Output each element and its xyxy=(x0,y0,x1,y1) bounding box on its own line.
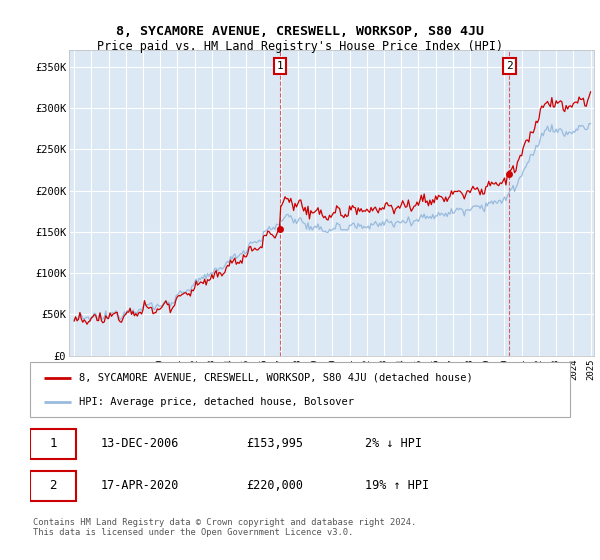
Text: £220,000: £220,000 xyxy=(246,479,303,492)
Text: 2: 2 xyxy=(49,479,57,492)
Text: 2% ↓ HPI: 2% ↓ HPI xyxy=(365,437,422,450)
Text: 1: 1 xyxy=(49,437,57,450)
FancyBboxPatch shape xyxy=(30,471,76,501)
Text: 17-APR-2020: 17-APR-2020 xyxy=(100,479,179,492)
FancyBboxPatch shape xyxy=(30,429,76,459)
Text: 2: 2 xyxy=(506,61,513,71)
Text: 8, SYCAMORE AVENUE, CRESWELL, WORKSOP, S80 4JU (detached house): 8, SYCAMORE AVENUE, CRESWELL, WORKSOP, S… xyxy=(79,373,472,382)
Text: 8, SYCAMORE AVENUE, CRESWELL, WORKSOP, S80 4JU: 8, SYCAMORE AVENUE, CRESWELL, WORKSOP, S… xyxy=(116,25,484,38)
Text: Contains HM Land Registry data © Crown copyright and database right 2024.
This d: Contains HM Land Registry data © Crown c… xyxy=(33,518,416,538)
Text: £153,995: £153,995 xyxy=(246,437,303,450)
Text: 19% ↑ HPI: 19% ↑ HPI xyxy=(365,479,429,492)
Text: 1: 1 xyxy=(277,61,283,71)
Text: Price paid vs. HM Land Registry's House Price Index (HPI): Price paid vs. HM Land Registry's House … xyxy=(97,40,503,53)
Text: 13-DEC-2006: 13-DEC-2006 xyxy=(100,437,179,450)
Text: HPI: Average price, detached house, Bolsover: HPI: Average price, detached house, Bols… xyxy=(79,397,353,407)
FancyBboxPatch shape xyxy=(30,362,570,417)
